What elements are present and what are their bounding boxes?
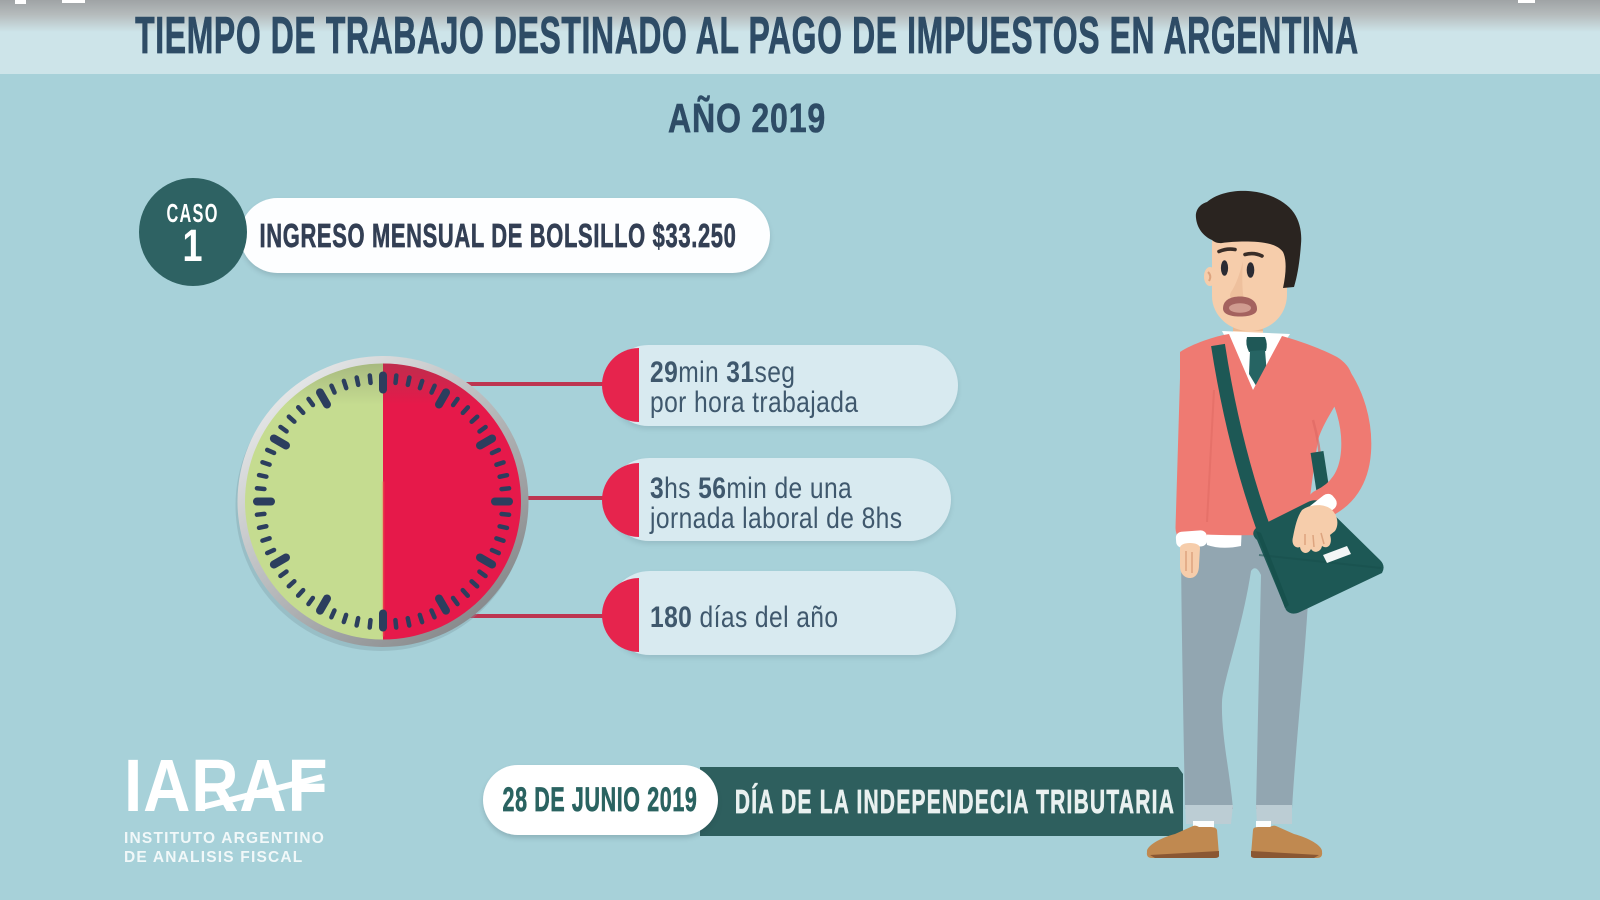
svg-text:DE ANALISIS FISCAL: DE ANALISIS FISCAL xyxy=(124,849,303,866)
svg-text:INSTITUTO ARGENTINO: INSTITUTO ARGENTINO xyxy=(124,830,325,847)
